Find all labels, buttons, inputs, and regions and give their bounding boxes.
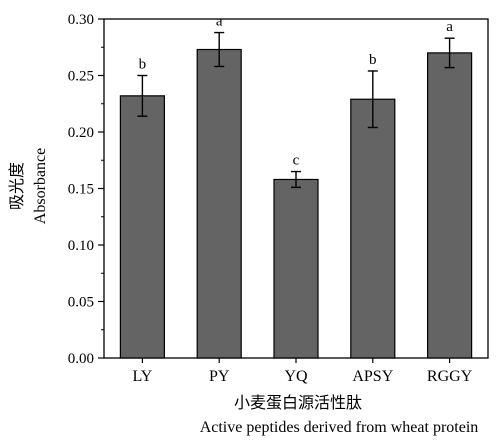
y-tick-label: 0.05 — [68, 295, 94, 311]
significance-label: a — [446, 19, 453, 35]
bar-py — [196, 48, 242, 359]
x-tick-label: LY — [133, 368, 153, 385]
x-tick-label: RGGY — [427, 368, 473, 385]
y-tick-label: 0.15 — [68, 182, 94, 198]
bar-apsy — [350, 98, 396, 359]
error-bars-layer — [137, 31, 455, 189]
significance-label: a — [216, 14, 223, 30]
x-tick-label: PY — [209, 368, 230, 385]
y-tick-label: 0.25 — [68, 69, 94, 85]
x-tick-label: YQ — [284, 368, 308, 385]
significance-labels-layer: b a c b a — [139, 14, 454, 169]
bar-ly — [119, 95, 166, 359]
y-tick-label: 0.20 — [68, 125, 94, 141]
y-axis-title-en: Absorbance — [32, 148, 49, 224]
x-axis-title-cn: 小麦蛋白源活性肽 — [234, 394, 362, 412]
bars-layer — [119, 48, 473, 359]
y-axis-title-cn: 吸光度 — [8, 162, 26, 210]
y-axis-ticks: 0.00 0.05 0.10 0.15 0.20 0.25 0.30 — [68, 12, 104, 367]
x-axis-title-en: Active peptides derived from wheat prote… — [200, 419, 479, 436]
y-tick-label: 0.30 — [68, 12, 94, 28]
bar-yq — [273, 178, 319, 359]
x-tick-label: APSY — [352, 368, 393, 385]
significance-label: c — [293, 153, 300, 169]
y-tick-label: 0.00 — [68, 351, 94, 367]
x-axis-ticks: LY PY YQ APSY RGGY — [133, 358, 473, 385]
y-tick-label: 0.10 — [68, 238, 94, 254]
significance-label: b — [369, 52, 377, 68]
bar-rggy — [427, 52, 473, 359]
significance-label: b — [139, 57, 147, 73]
